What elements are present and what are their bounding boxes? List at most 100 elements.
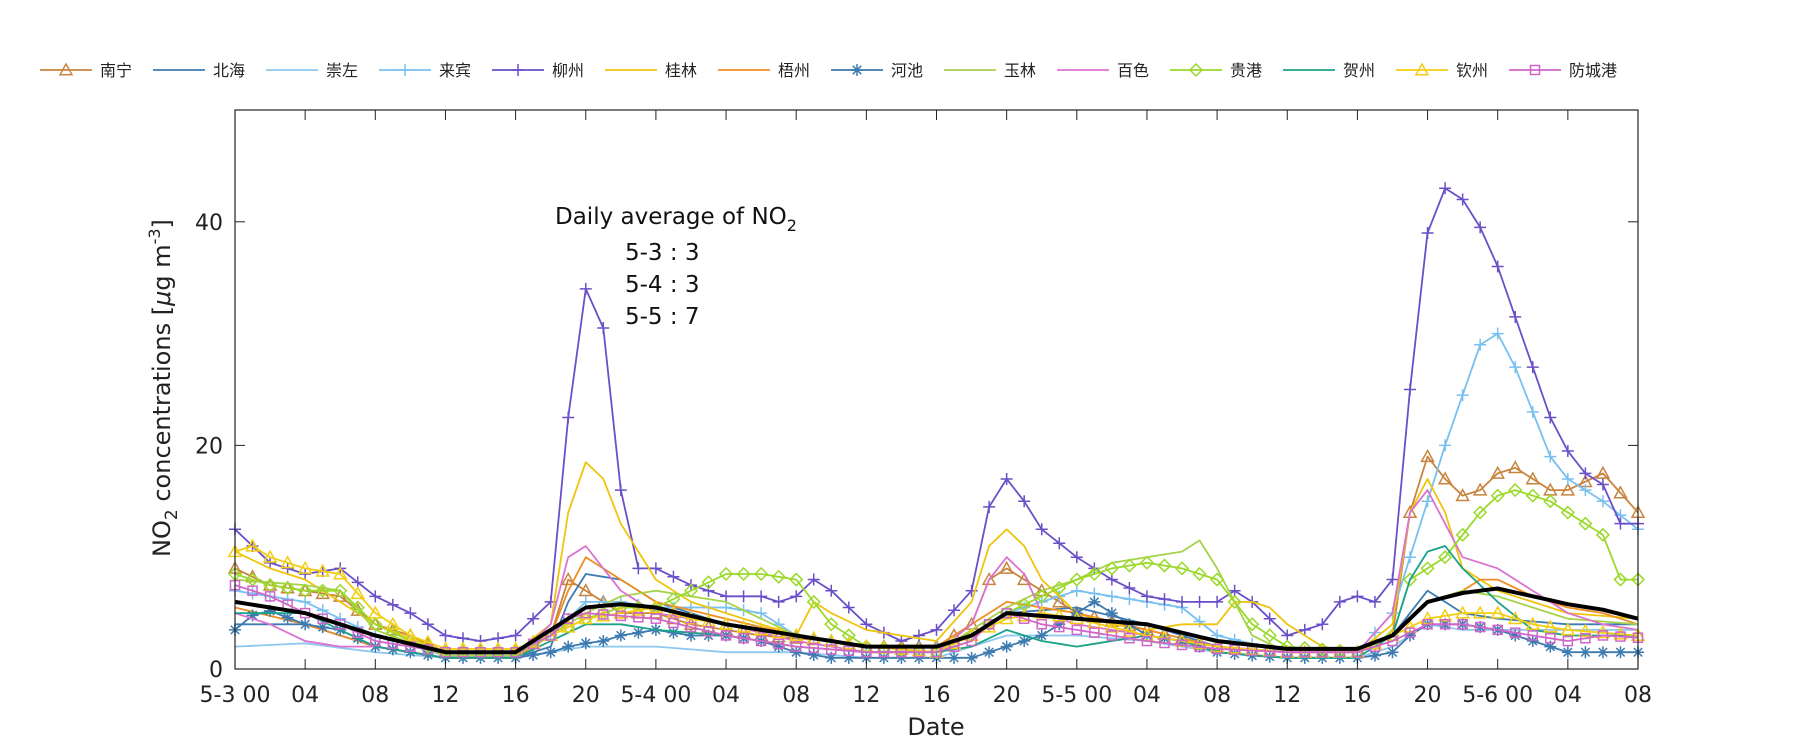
data-point [1526,405,1539,418]
data-point [1455,488,1470,502]
data-point [1560,622,1576,636]
data-point [1316,618,1329,631]
y-tick-label: 0 [209,658,223,683]
data-point [1613,485,1628,499]
data-point [1596,646,1609,659]
x-tick-label: 5-4 00 [620,683,691,708]
data-point [1439,182,1452,195]
data-point [1455,527,1470,542]
data-point [1472,482,1488,496]
data-point [1597,630,1609,641]
x-tick-label: 16 [923,683,951,708]
data-point [1036,619,1047,630]
x-tick-label: 08 [1203,683,1231,708]
data-point [650,613,662,624]
data-point [825,651,838,664]
y-tick-label: 20 [195,434,223,459]
data-point [1596,495,1609,508]
data-point [1228,584,1241,597]
data-point [1192,566,1207,582]
data-point [1579,467,1592,480]
axes: 0 20 40 5-3 00 04 08 12 16 20 5-4 00 04 08 12 16 20 5-5… [195,109,1652,708]
plot-frame [234,109,1639,670]
data-point [1561,646,1574,659]
data-point [1595,465,1611,479]
data-point [386,598,399,611]
data-point [1404,383,1417,396]
legend-item: 崇左 [266,61,358,80]
data-point [877,651,890,664]
legend-item: 梧州 [718,61,810,80]
data-point [1035,629,1048,642]
data-point [597,635,610,648]
data-point [755,590,768,603]
data-point [1159,637,1170,649]
data-point [668,617,679,629]
data-point [614,629,627,642]
data-point [1053,618,1066,631]
data-point [299,618,312,631]
data-point [1071,624,1083,636]
data-point [1526,361,1539,374]
legend-marker [1414,62,1430,76]
data-point [930,623,943,636]
data-point [860,618,873,631]
data-point [316,621,329,634]
legend-label: 崇左 [326,61,358,80]
data-point [333,583,348,598]
data-point [1421,495,1434,508]
data-point [1509,361,1522,374]
data-point [332,566,348,580]
series-来宾 [229,327,1644,662]
data-point [298,583,313,598]
y-tick-label: 40 [195,211,223,236]
data-point [1194,641,1205,653]
data-point [771,569,786,584]
data-point [894,641,909,655]
data-point [860,651,873,664]
legend-item: 钦州 [1396,61,1488,80]
data-point [1141,635,1153,647]
data-point [1560,505,1575,520]
daily-average-annotation: Daily average of NO2 5-3 : 3 5-4 : 3 5-5 : … [555,204,797,330]
data-point [1404,629,1417,642]
x-tick-label: 04 [291,683,319,708]
data-point [772,595,785,608]
data-point [1157,558,1172,573]
x-tick-label: 5-3 00 [200,683,271,708]
data-point [1245,617,1260,632]
data-point [1490,465,1505,479]
x-tick-label: 20 [993,683,1021,708]
data-point [1227,640,1242,654]
data-point [1139,555,1155,570]
data-point [404,607,417,620]
data-point [597,322,610,335]
data-point [579,282,592,295]
data-point [1176,639,1188,651]
data-point [1105,590,1118,603]
data-point [1578,516,1593,531]
data-point [615,610,627,622]
data-point [1122,623,1137,637]
data-point [667,626,680,639]
data-point [1562,635,1574,647]
data-point [1614,517,1627,530]
data-point [633,612,644,623]
data-point [439,629,452,642]
data-point [1244,641,1260,655]
data-point [1263,612,1276,625]
legend-marker [399,64,411,76]
data-point [1368,649,1381,662]
data-point [807,649,820,662]
data-point [826,644,837,655]
data-point [1229,644,1240,655]
data-point [1209,639,1225,653]
data-point [684,629,697,642]
data-point [1192,636,1207,650]
data-point [685,621,697,633]
data-point [1123,593,1136,606]
data-point [247,585,258,596]
data-point [299,595,312,608]
data-point [280,580,295,596]
